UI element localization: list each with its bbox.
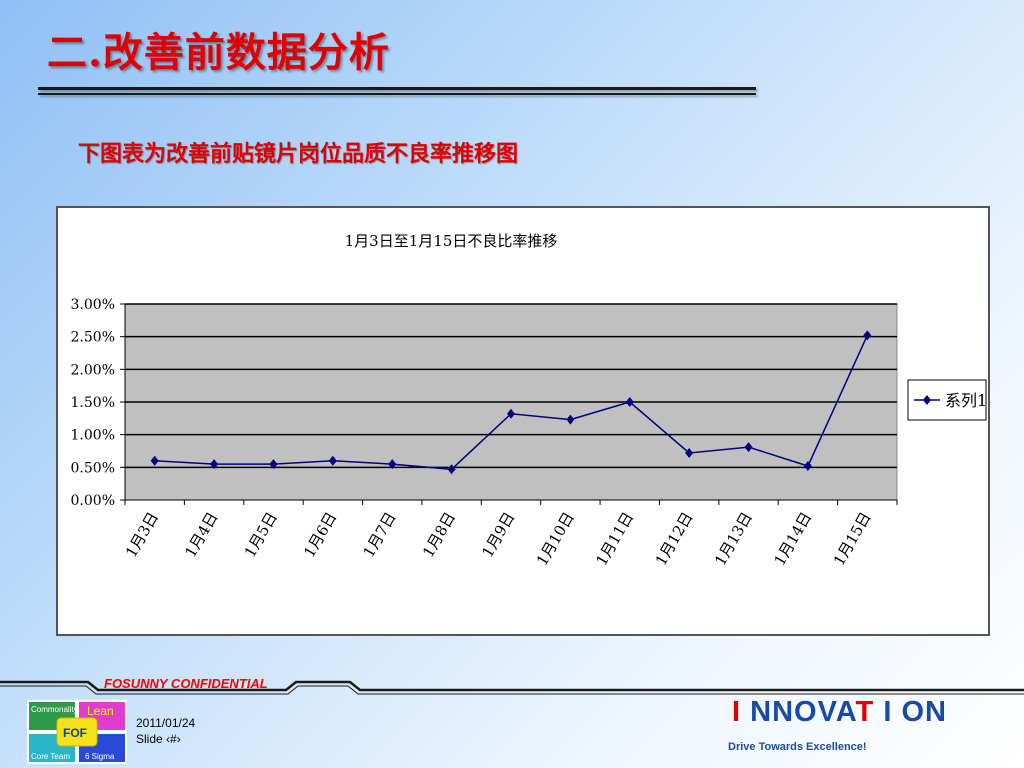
data-point <box>685 447 694 458</box>
footer-slide-number: Slide ‹#› <box>136 732 181 746</box>
y-tick-label: 3.00% <box>71 297 115 313</box>
y-tick-label: 0.00% <box>71 493 115 509</box>
confidential-label: FOSUNNY CONFIDENTIAL <box>104 676 268 691</box>
data-point <box>744 442 753 453</box>
data-point <box>507 408 515 419</box>
innovation-brand: I NNOVAT I ON <box>732 696 947 729</box>
data-point <box>863 330 872 341</box>
chart-title: 1月3日至1月15日不良比率推移 <box>345 232 558 250</box>
brand-tagline: Drive Towards Excellence! <box>728 741 867 753</box>
footer-rule <box>0 680 1024 695</box>
data-point <box>803 461 812 472</box>
slide-subtitle: 下图表为改善前贴镜片岗位品质不良率推移图 <box>78 141 519 167</box>
footer-date: 2011/01/24 <box>136 716 196 730</box>
x-tick-label: 1月9日 <box>478 509 518 561</box>
logo-tile-6-sigma: 6 Sigma <box>85 752 115 761</box>
x-tick-label: 1月14日 <box>770 509 815 569</box>
brand-part-2: NNOVA <box>741 696 856 728</box>
brand-part-3: T <box>855 696 875 728</box>
legend-marker <box>923 395 931 405</box>
data-point <box>210 459 219 470</box>
data-point <box>150 455 159 466</box>
x-tick-label: 1月7日 <box>360 509 400 561</box>
y-tick-label: 0.50% <box>71 460 115 476</box>
x-tick-label: 1月4日 <box>181 509 221 561</box>
data-point <box>328 455 337 466</box>
data-point <box>269 459 278 470</box>
fof-logo: Commonality Lean FOF Core Team 6 Sigma <box>27 700 127 764</box>
logo-tile-fof: FOF <box>63 726 87 740</box>
x-tick-label: 1月11日 <box>592 509 637 569</box>
y-tick-label: 2.00% <box>71 362 115 378</box>
x-tick-label: 1月12日 <box>652 509 697 569</box>
y-tick-label: 1.50% <box>71 395 115 411</box>
y-tick-label: 2.50% <box>71 330 115 346</box>
logo-tile-lean: Lean <box>87 704 114 718</box>
data-point <box>625 397 634 407</box>
legend-label: 系列1 <box>945 391 987 410</box>
data-point <box>388 459 397 470</box>
logo-tile-commonality: Commonality <box>31 705 78 714</box>
x-tick-label: 1月13日 <box>711 509 756 569</box>
title-underline-bottom <box>38 93 756 95</box>
y-tick-label: 1.00% <box>71 428 115 444</box>
x-tick-label: 1月5日 <box>241 509 281 561</box>
logo-tile-core-team: Core Team <box>31 752 70 761</box>
brand-part-4: I <box>874 696 902 728</box>
chart-container: 1月3日至1月15日不良比率推移 0.00% 0.50% 1.00% 1.50% 2.00… <box>56 206 990 636</box>
brand-part-1: I <box>732 696 742 728</box>
line-chart: 1月3日至1月15日不良比率推移 0.00% 0.50% 1.00% 1.50% 2.00… <box>71 232 988 569</box>
x-tick-label: 1月10日 <box>533 509 578 569</box>
data-point <box>566 414 575 425</box>
x-tick-label: 1月8日 <box>419 509 459 561</box>
slide-title: 二.改善前数据分析 <box>47 29 390 76</box>
x-tick-label: 1月6日 <box>300 509 340 561</box>
brand-part-5: ON <box>901 696 947 728</box>
title-underline-top <box>38 87 756 90</box>
x-tick-label: 1月15日 <box>830 509 875 569</box>
x-tick-label: 1月3日 <box>122 509 162 561</box>
data-point <box>447 464 456 475</box>
